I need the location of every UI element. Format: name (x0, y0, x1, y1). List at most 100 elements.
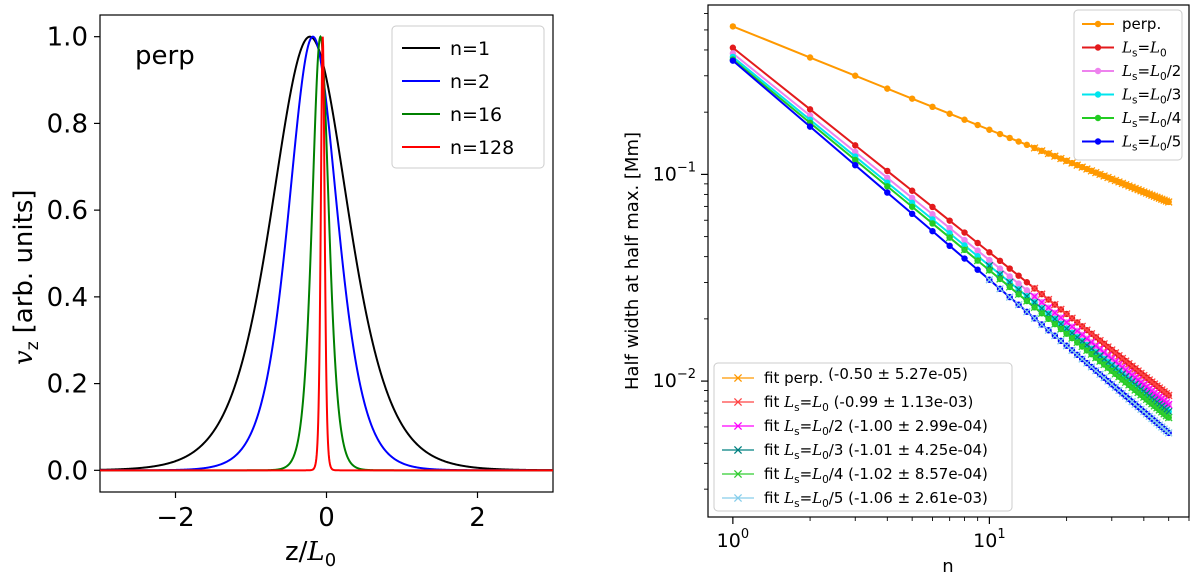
right-point-perp (1023, 141, 1031, 149)
right-point-L5 (974, 266, 981, 273)
right-fit-marker-fit_perp (1162, 197, 1171, 205)
right-fit-marker-fit_L5 (1037, 320, 1046, 329)
left-xtick-label: 0 (318, 503, 335, 533)
right-fit-marker-fit_L0 (1062, 310, 1071, 318)
right-fit-marker-fit_L4 (1030, 303, 1039, 312)
right-plot-frame (707, 4, 1190, 518)
right-chart: 100 101 10−2 10−1 n Half width at half max.… (622, 4, 1190, 577)
right-point-L5 (884, 189, 891, 196)
right-fit-swatch-marker-fit_L3 (733, 445, 743, 455)
right-fit-marker-fit_L0 (1057, 305, 1065, 314)
right-fit-marker-fit_perp (1153, 193, 1161, 202)
right-point-L0 (729, 44, 737, 51)
left-curve-n128 (100, 36, 553, 472)
right-fit-marker-fit_L0 (1051, 300, 1059, 309)
right-fit-marker-fit_perp (1062, 156, 1071, 165)
left-legend-label-n2: n=2 (450, 71, 490, 93)
right-fit-marker-fit_perp (1087, 167, 1096, 175)
right-point-L0 (996, 257, 1004, 265)
right-fit-marker-fit_L4 (1014, 290, 1023, 299)
right-fit-marker-fit_L4 (1068, 334, 1076, 343)
right-fit-marker-fit_L2 (1062, 318, 1071, 327)
right-xtick-label: 101 (973, 527, 1005, 552)
right-point-L2 (1006, 273, 1013, 280)
left-ytick-label: 1.0 (47, 23, 88, 53)
right-fit-marker-fit_L0 (1073, 318, 1082, 327)
left-legend-label-n128: n=128 (450, 137, 514, 159)
right-fit-marker-fit_L5 (985, 275, 994, 284)
right-fit-marker-fit_L4 (985, 266, 994, 275)
right-point-perp (908, 95, 916, 102)
right-point-L2 (1015, 280, 1022, 287)
right-fit-marker-fit_perp (1044, 149, 1053, 158)
right-point-L4 (908, 203, 916, 210)
right-fit-marker-fit_L4 (945, 233, 954, 242)
right-fit-marker-fit_L4 (973, 256, 982, 265)
left-chart: −2 0 20.00.20.40.60.81.0 perp z/L0 vz[arb.… (9, 14, 554, 571)
right-fit-marker-fit_perp (1083, 165, 1091, 173)
right-fit-marker-fit_perp (1096, 170, 1104, 179)
right-fit-marker-fit_L3 (1164, 407, 1173, 416)
left-annotation: perp (135, 41, 195, 71)
right-fit-label-fit_L3: fit Ls=L0/3 (-1.01 ± 4.25e-04) (764, 441, 988, 462)
right-fit-marker-fit_L4 (1051, 320, 1059, 328)
left-ytick-label: 0.4 (47, 283, 88, 313)
right-point-perp (806, 54, 814, 61)
right-legend-dot-L4 (1094, 114, 1102, 122)
right-fit-marker-fit_L5 (1005, 293, 1014, 301)
right-fit-marker-fit_L2 (1068, 322, 1076, 331)
right-fit-marker-fit_L0 (1044, 295, 1053, 304)
left-legend: n=1 n=2 n=16 n=128 (391, 25, 545, 169)
right-xtick-label: 100 (717, 527, 749, 552)
left-xlabel-L: L (306, 537, 324, 567)
right-point-perp (884, 85, 891, 92)
left-xlabel-main: z/ (285, 537, 308, 567)
right-fit-swatch-marker-fit_perp (733, 373, 743, 383)
right-fit-swatch-marker-fit_L4 (733, 469, 743, 479)
right-fit-marker-fit_perp (1068, 159, 1076, 167)
right-fit-swatch-marker-fit_L5 (733, 493, 743, 503)
left-axes-ticks: −2 0 2 0.0 0.2 0.4 0.6 0.8 1.0 (47, 23, 486, 533)
right-point-L2 (908, 194, 916, 202)
right-fit-marker-fit_L2 (1057, 313, 1065, 322)
right-fit-marker-fit_L0 (1068, 314, 1076, 323)
right-fit-marker-fit_perp (1078, 163, 1087, 171)
right-fit-marker-fit_L2 (1030, 292, 1039, 301)
right-curves (729, 23, 1173, 437)
right-fit-label-fit_L2: fit Ls=L0/2 (-1.00 ± 2.99e-04) (764, 417, 988, 438)
left-xtick-label: −2 (156, 503, 194, 533)
right-point-L4 (884, 183, 891, 190)
right-fit-marker-fit_perp (1057, 154, 1065, 163)
right-fit-marker-fit_L2 (1037, 298, 1046, 307)
right-fit-marker-fit_L4 (1164, 413, 1173, 422)
left-xlabel: z/L0 (285, 537, 336, 571)
right-point-L2 (946, 224, 953, 232)
right-point-perp (996, 130, 1004, 138)
right-fit-marker-fit_L5 (1014, 300, 1023, 309)
right-legend-label-perp: perp. (1122, 15, 1161, 33)
right-point-L5 (946, 242, 953, 250)
right-point-L0 (1015, 272, 1022, 279)
right-point-L2 (996, 265, 1004, 272)
right-fit-marker-fit_perp (1164, 198, 1173, 206)
right-point-L2 (884, 174, 891, 182)
right-point-L0 (908, 187, 916, 194)
right-fit-marker-fit_L5 (996, 284, 1004, 293)
left-ylabel: vz [arb. units] (9, 189, 43, 365)
right-point-L5 (852, 162, 859, 169)
right-point-perp (1006, 134, 1013, 142)
right-fit-swatch-marker-fit_L0 (733, 397, 743, 407)
right-point-perp (852, 72, 859, 79)
right-fit-marker-fit_perp (1150, 192, 1159, 201)
right-fit-marker-fit_L4 (1005, 283, 1014, 291)
right-ytick-label: 10−1 (653, 160, 696, 185)
right-fit-marker-fit_perp (1157, 195, 1166, 204)
right-point-L0 (852, 142, 859, 149)
right-point-L2 (852, 148, 859, 156)
right-ytick-label: 10−2 (653, 367, 696, 392)
right-point-L0 (929, 203, 936, 211)
right-fit-marker-fit_L4 (1044, 314, 1053, 323)
right-fit-swatch-marker-fit_L2 (733, 421, 743, 431)
